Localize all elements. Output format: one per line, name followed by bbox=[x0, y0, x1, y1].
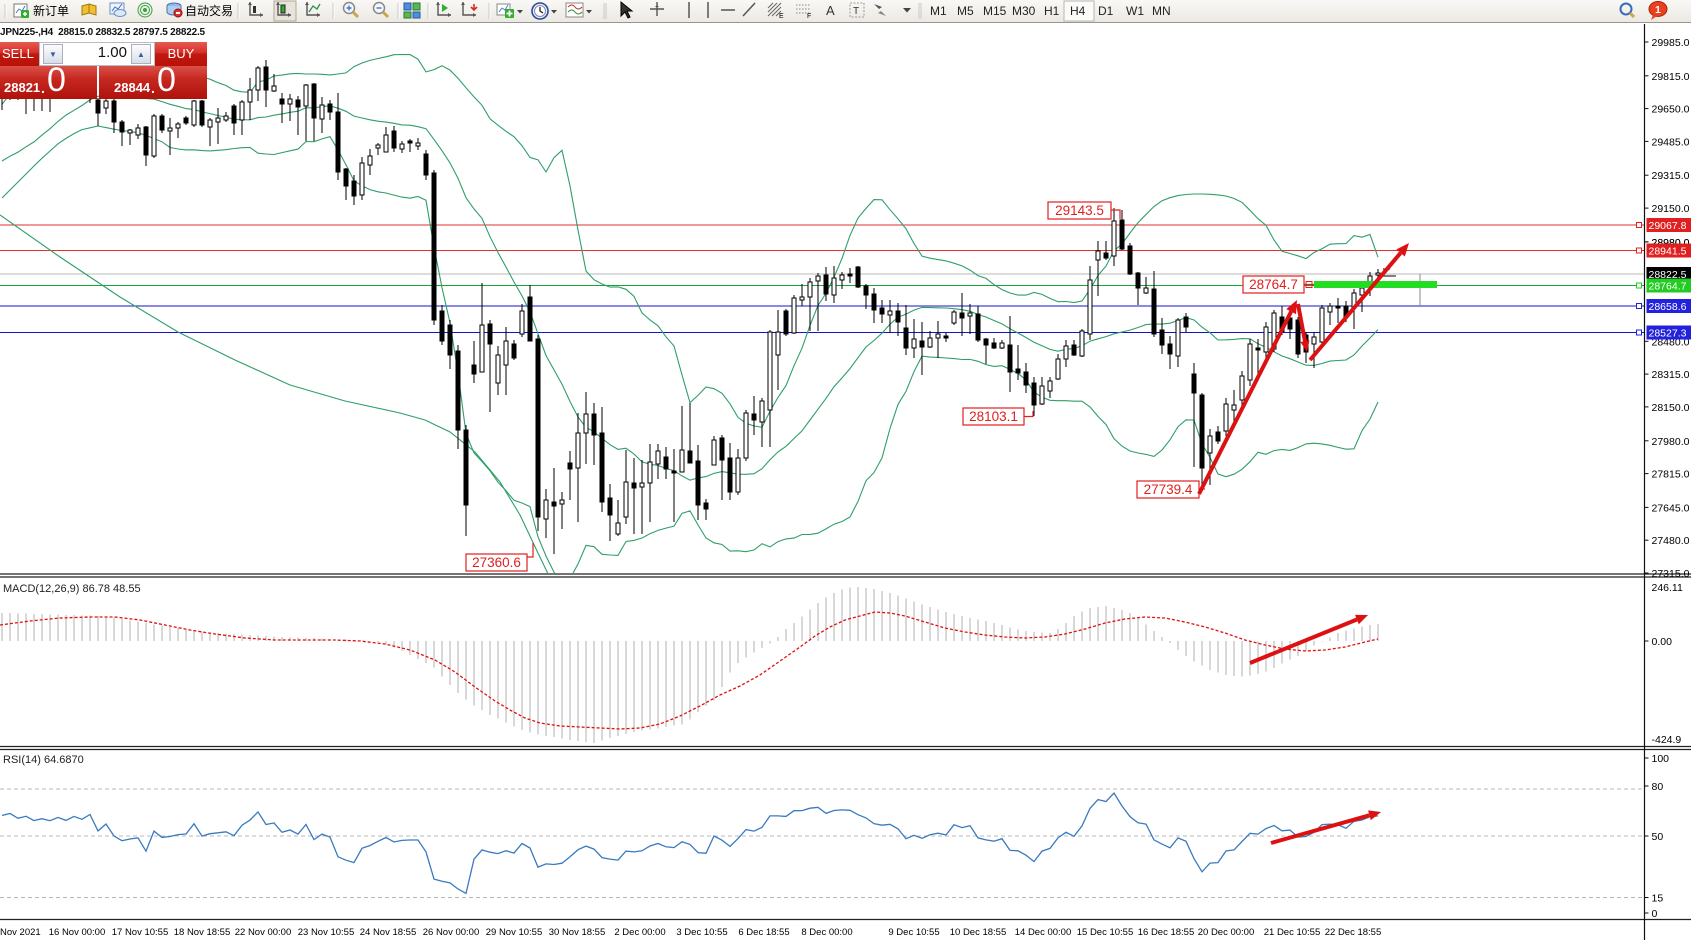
svg-text:2 Dec 00:00: 2 Dec 00:00 bbox=[614, 927, 665, 938]
svg-text:16 Nov 00:00: 16 Nov 00:00 bbox=[49, 927, 106, 938]
svg-text:16 Dec 18:55: 16 Dec 18:55 bbox=[1138, 927, 1195, 938]
svg-text:3 Dec 10:55: 3 Dec 10:55 bbox=[676, 927, 727, 938]
svg-text:50: 50 bbox=[1652, 831, 1664, 843]
svg-text:29985.0: 29985.0 bbox=[1652, 37, 1690, 49]
svg-text:26 Nov 00:00: 26 Nov 00:00 bbox=[423, 927, 480, 938]
svg-text:Nov 2021: Nov 2021 bbox=[0, 927, 41, 938]
svg-text:29150.0: 29150.0 bbox=[1652, 203, 1690, 215]
svg-text:8 Dec 00:00: 8 Dec 00:00 bbox=[801, 927, 852, 938]
svg-text:新订单: 新订单 bbox=[33, 3, 69, 18]
svg-text:28150.0: 28150.0 bbox=[1652, 402, 1690, 414]
svg-text:28764.7: 28764.7 bbox=[1649, 280, 1687, 292]
svg-text:27645.0: 27645.0 bbox=[1652, 502, 1690, 514]
svg-text:A: A bbox=[826, 3, 835, 18]
svg-text:27480.0: 27480.0 bbox=[1652, 535, 1690, 547]
svg-text:22 Dec 18:55: 22 Dec 18:55 bbox=[1325, 927, 1382, 938]
svg-text:17 Nov 10:55: 17 Nov 10:55 bbox=[112, 927, 169, 938]
svg-text:0.00: 0.00 bbox=[1652, 636, 1673, 648]
svg-text:M30: M30 bbox=[1012, 4, 1036, 18]
svg-text:18 Nov 18:55: 18 Nov 18:55 bbox=[174, 927, 231, 938]
svg-text:6 Dec 18:55: 6 Dec 18:55 bbox=[738, 927, 789, 938]
svg-text:28527.3: 28527.3 bbox=[1649, 327, 1687, 339]
svg-text:29315.0: 29315.0 bbox=[1652, 170, 1690, 182]
svg-text:20 Dec 00:00: 20 Dec 00:00 bbox=[1198, 927, 1255, 938]
svg-text:27739.4: 27739.4 bbox=[1144, 482, 1193, 497]
svg-text:29815.0: 29815.0 bbox=[1652, 71, 1690, 83]
svg-text:T: T bbox=[853, 6, 859, 17]
svg-text:H1: H1 bbox=[1044, 4, 1060, 18]
svg-text:H4: H4 bbox=[1070, 4, 1086, 18]
svg-text:80: 80 bbox=[1652, 781, 1664, 793]
svg-text:246.11: 246.11 bbox=[1652, 582, 1683, 594]
svg-text:28315.0: 28315.0 bbox=[1652, 369, 1690, 381]
svg-text:F: F bbox=[807, 13, 811, 20]
svg-text:1: 1 bbox=[1655, 4, 1661, 16]
svg-text:M5: M5 bbox=[957, 4, 974, 18]
svg-text:21 Dec 10:55: 21 Dec 10:55 bbox=[1264, 927, 1321, 938]
svg-text:24 Nov 18:55: 24 Nov 18:55 bbox=[360, 927, 417, 938]
svg-text:15: 15 bbox=[1652, 893, 1664, 905]
svg-text:100: 100 bbox=[1652, 753, 1670, 765]
svg-text:28941.5: 28941.5 bbox=[1649, 245, 1687, 257]
svg-text:29650.0: 29650.0 bbox=[1652, 104, 1690, 116]
svg-text:9 Dec 10:55: 9 Dec 10:55 bbox=[888, 927, 939, 938]
svg-text:D1: D1 bbox=[1098, 4, 1114, 18]
svg-text:30 Nov 18:55: 30 Nov 18:55 bbox=[549, 927, 606, 938]
svg-text:22 Nov 00:00: 22 Nov 00:00 bbox=[235, 927, 292, 938]
svg-text:28658.6: 28658.6 bbox=[1649, 301, 1687, 313]
svg-text:29067.8: 29067.8 bbox=[1649, 220, 1687, 232]
svg-text:M15: M15 bbox=[983, 4, 1007, 18]
svg-text:27360.6: 27360.6 bbox=[472, 555, 521, 570]
svg-text:27815.0: 27815.0 bbox=[1652, 469, 1690, 481]
svg-text:28103.1: 28103.1 bbox=[969, 409, 1018, 424]
svg-text:RSI(14) 64.6870: RSI(14) 64.6870 bbox=[3, 754, 84, 766]
svg-text:自动交易: 自动交易 bbox=[185, 3, 233, 18]
svg-text:M1: M1 bbox=[930, 4, 947, 18]
svg-text:27980.0: 27980.0 bbox=[1652, 436, 1690, 448]
svg-text:29143.5: 29143.5 bbox=[1055, 203, 1104, 218]
svg-text:28764.7: 28764.7 bbox=[1249, 277, 1298, 292]
svg-text:14 Dec 00:00: 14 Dec 00:00 bbox=[1015, 927, 1072, 938]
svg-text:10 Dec 18:55: 10 Dec 18:55 bbox=[950, 927, 1007, 938]
svg-text:27315.0: 27315.0 bbox=[1652, 568, 1690, 580]
svg-text:29 Nov 10:55: 29 Nov 10:55 bbox=[486, 927, 543, 938]
svg-text:15 Dec 10:55: 15 Dec 10:55 bbox=[1077, 927, 1134, 938]
svg-text:MACD(12,26,9) 86.78 48.55: MACD(12,26,9) 86.78 48.55 bbox=[3, 583, 141, 595]
svg-text:W1: W1 bbox=[1126, 4, 1144, 18]
svg-text:-424.9: -424.9 bbox=[1652, 734, 1682, 746]
svg-text:23 Nov 10:55: 23 Nov 10:55 bbox=[298, 927, 355, 938]
svg-text:MN: MN bbox=[1152, 4, 1171, 18]
svg-text:29485.0: 29485.0 bbox=[1652, 136, 1690, 148]
svg-text:0: 0 bbox=[1652, 908, 1658, 920]
svg-text:E: E bbox=[779, 13, 784, 20]
